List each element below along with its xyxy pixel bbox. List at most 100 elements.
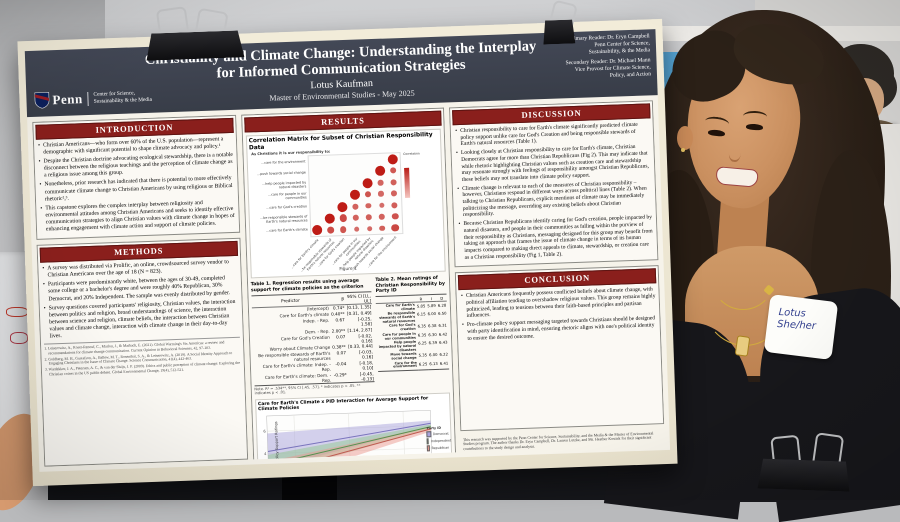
column-introduction-methods: INTRODUCTION Christian Americans—who for… [32,114,248,467]
correlation-dot [391,212,399,220]
table2-caption: Table 2. Mean ratings of Christian Respo… [375,276,446,295]
binder-clip-icon [758,458,851,491]
correlation-dot [377,179,384,186]
table-row: Care for the environment 6.25 6.13 6.41 [378,359,450,372]
table-cell: 5.85 [416,303,426,309]
table-cell: 0.07 [335,333,346,339]
introduction-section: INTRODUCTION Christian Americans—who for… [32,114,240,240]
penn-center-line2: Sustainability & the Media [93,96,153,105]
legend-label: Independent [430,438,452,443]
table2-grid: R I D Care for Earth's climate 5.85 5.89 6.28 B… [375,294,450,372]
discussion-bullet: Because Christian Republicans identify c… [457,214,654,261]
table-cell: 6.13 [428,360,439,370]
legend-swatch [426,437,430,444]
correlation-dot [324,213,336,224]
necklace-pendant [734,335,751,357]
marker-scribble [10,332,28,344]
column-discussion-conclusion: DISCUSSION Christian responsibility to c… [449,100,665,452]
penn-center-name: Center for Science, Sustainability & the… [93,90,152,105]
legend-entry: Republican [427,444,449,451]
legend-swatch [427,444,430,451]
marker-scribble [6,307,28,317]
legend-swatch [426,430,432,438]
table-cell: -0.04 [335,360,347,367]
name-tag: Lotus She/her [763,294,839,360]
research-poster: Christianity and Climate Change: Underst… [24,29,671,472]
correlation-dot [378,191,384,197]
correlation-dot [379,225,386,232]
figure1-column-labels: ...care for Earth's climate ...be respons… [290,233,443,273]
column-header: β [329,292,346,306]
conclusion-section: CONCLUSION Christian Americans frequentl… [455,265,665,431]
table-cell: Care for the environment [378,360,419,372]
correlation-dot [340,226,347,233]
correlation-dot [390,179,397,186]
correlation-dot [339,214,347,222]
correlation-dot [387,154,399,165]
figure2: Care for Earth's Climate x PID Interacti… [254,392,455,460]
legend-entry: Democrat [426,430,449,438]
svg-text:4: 4 [264,451,267,456]
poster-board: Christianity and Climate Change: Underst… [17,18,678,487]
figure2-legend: Party ID Democrat Independent Republican [426,425,452,451]
table-cell: 6.50 [437,310,447,317]
name-tag-pronouns: She/her [776,318,817,332]
table-cell: 0.67 [335,317,345,323]
poster-header: Christianity and Climate Change: Underst… [24,29,658,118]
correlation-dot [352,214,359,221]
references: 1. Leiserowitz, A., Roser-Renouf, C., Ma… [43,336,241,378]
table-cell: 6.00 [427,311,437,317]
table1-grid: Predictor β 95% CI [LL, UL] (Intercept) 0.74… [251,291,375,386]
tables-row: Table 1. Regression results using averag… [251,275,451,396]
discussion-bullets: Christian responsibility to care for Ear… [454,121,654,261]
interaction-plot: 246246 [263,409,433,460]
correlation-dot [362,177,373,189]
figure1-legend: Correlation [400,151,432,234]
table-cell: 6.41 [438,359,450,370]
introduction-bullet: This capstone explores the complex inter… [39,199,236,234]
presenter-ear [677,126,693,150]
presenter: Lotus She/her [603,0,900,522]
correlation-dot [364,191,372,198]
table-cell: [-0.03, 0.16] [358,349,374,360]
discussion-bullet: Climate change is relevant to each of th… [456,179,653,219]
data-table: Predictor β 95% CI [LL, UL] (Intercept) 0.74… [251,291,375,386]
correlation-dot [337,201,348,212]
column-header: 95% CI [LL, UL] [344,291,373,305]
correlation-dot [378,213,385,220]
data-table: R I D Care for Earth's climate 5.85 5.89 6.28 B… [375,294,450,372]
table-cell: 6.39 [428,340,438,346]
figure2-plot: Policy Support Ratings 246246 Party ID D… [258,407,452,460]
correlation-dot [391,223,400,232]
table-cell: 6.28 [437,302,447,308]
correlation-dot [326,226,335,234]
correlation-dot [365,202,372,209]
penn-shield-icon [34,91,50,109]
binder-clip-icon [543,19,576,44]
binder-clip-icon [146,30,245,60]
colorbar [403,167,410,199]
correlation-dot [375,165,386,177]
primary-reader: Primary Reader: Dr. Eryn Campbell Penn Ce… [565,33,651,57]
penn-wordmark: Penn [52,90,83,107]
table-cell: 2.00** [331,327,346,334]
introduction-bullets: Christian Americans—who form over 60% of… [37,136,236,234]
correlation-dot [353,226,359,232]
correlation-dot [365,214,372,221]
table1: Table 1. Regression results using averag… [251,277,376,396]
table-cell: [-0.25, 1.58] [357,316,372,327]
correlation-dot [391,201,398,209]
legend-label: Democrat [432,431,449,436]
discussion-bullet: Looking closely at Christian responsibil… [455,143,652,183]
table-cell: 5.89 [427,302,436,309]
correlation-dot [378,202,385,208]
conclusion-bullet: Pro-climate policy support messaging tar… [461,315,657,342]
logo-divider [87,91,89,106]
table-cell: Care for Earth's climate: Dem. - Rep. [253,371,333,386]
methods-bullets: A survey was distributed via Prolific, a… [41,259,239,341]
figure1-plot: ...care for the environment ...push towar… [249,151,441,240]
poster-readers: Primary Reader: Dr. Eryn Campbell Penn Ce… [565,33,652,84]
methods-bullet: Survey questions covered participants' r… [43,298,240,340]
table-cell: 6.43 [438,339,448,345]
table2: Table 2. Mean ratings of Christian Respo… [375,275,450,392]
